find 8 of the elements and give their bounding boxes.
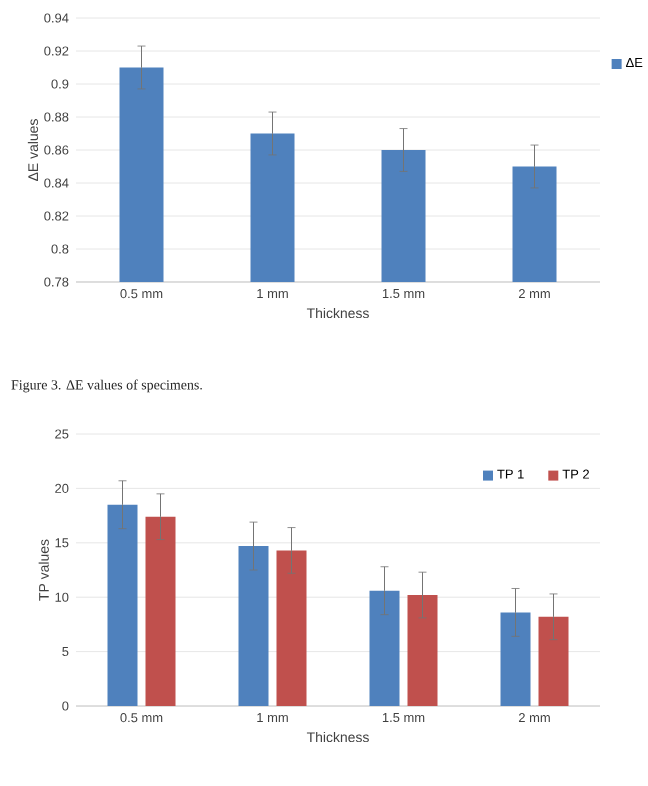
- bar: [107, 504, 138, 706]
- bar: [145, 516, 176, 706]
- bar: [500, 612, 531, 706]
- bar: [538, 616, 569, 706]
- bar: [238, 546, 269, 706]
- bar: [369, 590, 400, 706]
- bar: [407, 595, 438, 706]
- bar: [276, 550, 307, 706]
